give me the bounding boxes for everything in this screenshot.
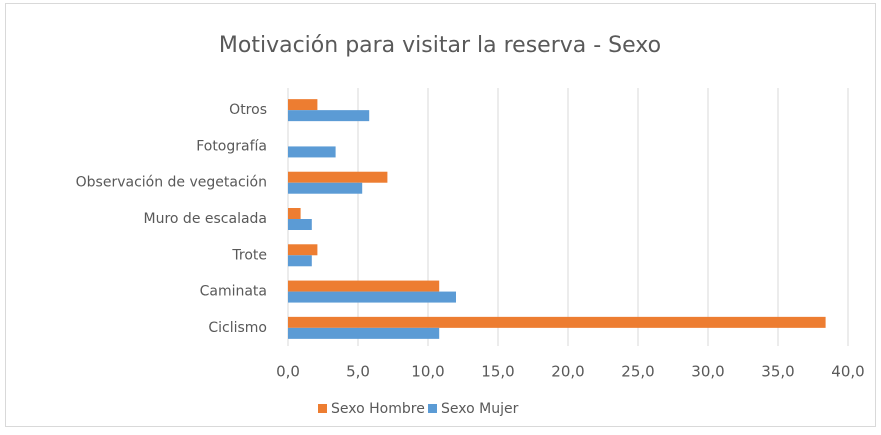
- bar: [288, 291, 456, 303]
- x-tick-label: 30,0: [691, 363, 724, 381]
- bar: [288, 280, 440, 292]
- bar: [288, 327, 440, 339]
- legend-swatch: [428, 404, 437, 413]
- y-tick-label: Trote: [231, 247, 267, 263]
- y-tick-label: Muro de escalada: [144, 211, 267, 227]
- x-tick-label: 10,0: [411, 363, 444, 381]
- bar: [288, 316, 826, 328]
- x-tick-label: 15,0: [481, 363, 514, 381]
- legend-label: Sexo Mujer: [441, 401, 519, 417]
- legend-label: Sexo Hombre: [331, 401, 425, 417]
- x-tick-label: 40,0: [831, 363, 864, 381]
- bar: [288, 146, 336, 158]
- y-tick-label: Observación de vegetación: [76, 175, 267, 191]
- y-tick-label: Caminata: [200, 284, 267, 300]
- x-tick-label: 35,0: [761, 363, 794, 381]
- bar: [288, 171, 388, 183]
- x-tick-label: 0,0: [276, 363, 300, 381]
- x-tick-label: 20,0: [551, 363, 584, 381]
- bar: [288, 110, 370, 122]
- y-tick-label: Fotografía: [196, 138, 267, 154]
- bar: [288, 219, 312, 230]
- y-tick-label: Ciclismo: [208, 320, 267, 336]
- bar: [288, 244, 318, 256]
- bar: [288, 208, 301, 219]
- x-tick-label: 25,0: [621, 363, 654, 381]
- x-tick-label: 5,0: [346, 363, 370, 381]
- bar: [288, 182, 363, 194]
- legend-swatch: [318, 404, 327, 413]
- bar: [288, 99, 318, 111]
- chart-frame: [5, 3, 876, 427]
- bar: [288, 255, 312, 267]
- chart-title: Motivación para visitar la reserva - Sex…: [219, 33, 661, 58]
- y-tick-label: Otros: [229, 102, 267, 118]
